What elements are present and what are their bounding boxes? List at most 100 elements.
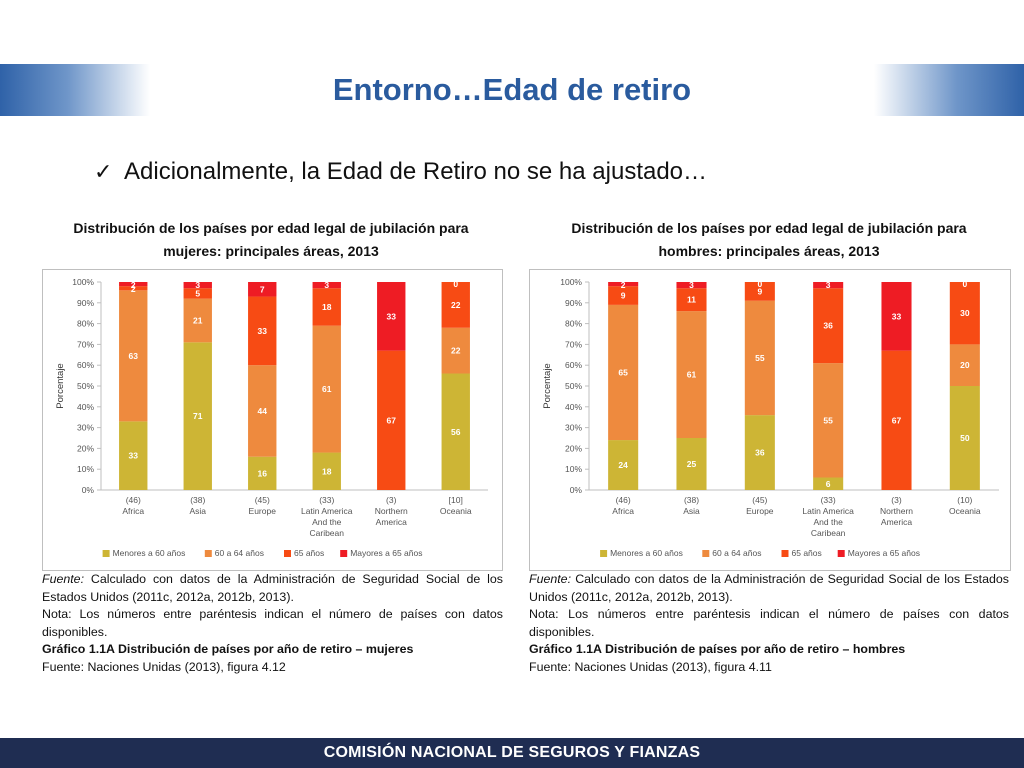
men-chart-category-label: (45) bbox=[752, 495, 767, 505]
men-chart-data-label: 2 bbox=[621, 280, 626, 290]
women-chart-bar-segment bbox=[119, 290, 148, 422]
women-chart-data-label: 63 bbox=[129, 351, 139, 361]
women-chart-bar-segment bbox=[183, 298, 212, 343]
men-chart-bar-segment bbox=[949, 386, 980, 490]
chart-women-svg: 0% 10% 20% 30% 40% 50% 60% 70% 80% 90% 100% Porcent… bbox=[55, 277, 488, 558]
women-chart-bar-segment bbox=[119, 421, 148, 490]
men-chart-legend-label: Mayores a 65 años bbox=[848, 548, 920, 558]
women-chart-legend-swatch bbox=[102, 550, 110, 557]
men-chart-bar-segment bbox=[881, 350, 912, 490]
women-chart-data-label: 56 bbox=[451, 427, 461, 437]
notes-men-source-text: Calculado con datos de la Administración… bbox=[529, 572, 1009, 604]
men-chart-data-label: 24 bbox=[618, 460, 628, 470]
women-chart-data-label: 33 bbox=[258, 326, 268, 336]
men-chart-data-label: 36 bbox=[823, 321, 833, 331]
men-chart-bar-segment bbox=[744, 415, 775, 490]
women-chart-bar-segment bbox=[377, 350, 406, 490]
women-chart-data-label: 22 bbox=[451, 346, 461, 356]
women-chart-data-label: 7 bbox=[260, 284, 265, 294]
women-chart-data-label: 2 bbox=[131, 280, 136, 290]
women-chart-data-label: 5 bbox=[195, 288, 200, 298]
men-chart-bar-segment bbox=[813, 282, 844, 289]
women-chart-category-label: Northern bbox=[375, 506, 408, 516]
women-chart-ytick-label: 40% bbox=[77, 402, 94, 412]
chart-women: 0% 10% 20% 30% 40% 50% 60% 70% 80% 90% 100% Porcent… bbox=[42, 269, 503, 571]
women-chart-category-label: America bbox=[376, 517, 407, 527]
women-chart-category-label: And the bbox=[312, 517, 342, 527]
women-chart-data-label: 2 bbox=[131, 284, 136, 294]
men-chart-bar-segment bbox=[949, 344, 980, 386]
men-chart-bar-segment bbox=[813, 288, 844, 364]
men-chart-data-label: 3 bbox=[689, 280, 694, 290]
women-chart-legend-swatch bbox=[204, 550, 212, 557]
men-chart-bar-segment bbox=[813, 363, 844, 478]
men-chart-bar-segment bbox=[676, 311, 707, 438]
men-chart-bar-segment bbox=[676, 282, 707, 289]
notes-women-source: Fuente: Calculado con datos de la Admini… bbox=[42, 571, 503, 606]
notes-men-source-label: Fuente: bbox=[529, 572, 572, 586]
men-chart-data-label: 50 bbox=[960, 433, 970, 443]
women-chart-legend-label: Mayores a 65 años bbox=[350, 548, 422, 558]
women-chart-bar-segment bbox=[119, 282, 148, 287]
women-chart-data-label: 18 bbox=[322, 302, 332, 312]
men-chart-category-label: Northern bbox=[880, 506, 913, 516]
women-chart-ytick-label: 20% bbox=[77, 443, 94, 453]
women-chart-category-label: (45) bbox=[255, 495, 270, 505]
notes-men-fuente2: Fuente: Naciones Unidas (2013), figura 4… bbox=[529, 659, 772, 674]
women-chart-bar-segment bbox=[183, 342, 212, 490]
notes-men-source: Fuente: Calculado con datos de la Admini… bbox=[529, 571, 1009, 606]
chart-men: 0% 10% 20% 30% 40% 50% 60% 70% 80% 90% 100% Porcent… bbox=[529, 269, 1011, 571]
women-chart-data-label: 61 bbox=[322, 384, 332, 394]
women-chart-data-label: 33 bbox=[387, 311, 397, 321]
men-chart-data-label: 9 bbox=[621, 291, 626, 301]
chart-title-men: Distribución de los países por edad lega… bbox=[534, 217, 1004, 263]
women-chart-data-label: 44 bbox=[258, 406, 268, 416]
women-chart-data-label: 0 bbox=[453, 279, 458, 289]
women-chart-bar-segment bbox=[248, 282, 277, 297]
women-chart-category-label: Oceania bbox=[440, 506, 472, 516]
men-chart-data-label: 55 bbox=[823, 415, 833, 425]
women-chart-ytick-label: 70% bbox=[77, 339, 94, 349]
women-chart-data-label: 71 bbox=[193, 411, 203, 421]
notes-men: Fuente: Calculado con datos de la Admini… bbox=[529, 571, 1009, 676]
men-chart-data-label: 3 bbox=[826, 280, 831, 290]
women-chart-ytick-label: 0% bbox=[82, 485, 95, 495]
men-chart-ytick-label: 50% bbox=[565, 381, 582, 391]
women-chart-legend-label: Menores a 60 años bbox=[113, 548, 186, 558]
chart-title-men-line1: Distribución de los países por edad lega… bbox=[571, 220, 967, 236]
chart-title-women: Distribución de los países por edad lega… bbox=[36, 217, 506, 263]
men-chart-bar-segment bbox=[676, 438, 707, 490]
men-chart-category-label: Africa bbox=[612, 506, 634, 516]
women-chart-ytick-label: 50% bbox=[77, 381, 94, 391]
women-chart-category-label: (3) bbox=[386, 495, 397, 505]
header-band-right bbox=[874, 64, 1024, 116]
men-chart-ytick-label: 30% bbox=[565, 423, 582, 433]
men-chart-data-label: 33 bbox=[892, 311, 902, 321]
women-chart-category-label: (33) bbox=[319, 495, 334, 505]
men-chart-data-label: 36 bbox=[755, 448, 765, 458]
men-chart-data-label: 25 bbox=[687, 459, 697, 469]
women-chart-category-label: (38) bbox=[190, 495, 205, 505]
women-chart-bar-segment bbox=[441, 327, 470, 374]
footer-banner: COMISIÓN NACIONAL DE SEGUROS Y FIANZAS bbox=[0, 738, 1024, 768]
men-chart-bar-segment bbox=[676, 288, 707, 312]
men-chart-legend-label: 65 años bbox=[792, 548, 822, 558]
men-chart-category-label: (33) bbox=[821, 495, 836, 505]
men-chart-category-label: Oceania bbox=[949, 506, 981, 516]
women-chart-ytick-label: 10% bbox=[77, 464, 94, 474]
notes-men-grafico: Gráfico 1.1A Distribución de países por … bbox=[529, 642, 906, 656]
men-chart-category-label: And the bbox=[814, 517, 844, 527]
women-chart-data-label: 22 bbox=[451, 300, 461, 310]
women-chart-category-label: Caribean bbox=[310, 528, 345, 538]
men-chart-data-label: 30 bbox=[960, 308, 970, 318]
women-chart-data-label: 18 bbox=[322, 466, 332, 476]
men-chart-data-label: 61 bbox=[687, 370, 697, 380]
chart-title-women-line1: Distribución de los países por edad lega… bbox=[73, 220, 469, 236]
men-chart-data-label: 20 bbox=[960, 360, 970, 370]
women-chart-bar-segment bbox=[441, 282, 470, 328]
notes-women: Fuente: Calculado con datos de la Admini… bbox=[42, 571, 503, 676]
men-chart-ytick-label: 100% bbox=[560, 277, 582, 287]
men-chart-data-label: 0 bbox=[962, 279, 967, 289]
women-chart-bar-segment bbox=[183, 282, 212, 289]
men-chart-legend-swatch bbox=[600, 550, 608, 557]
